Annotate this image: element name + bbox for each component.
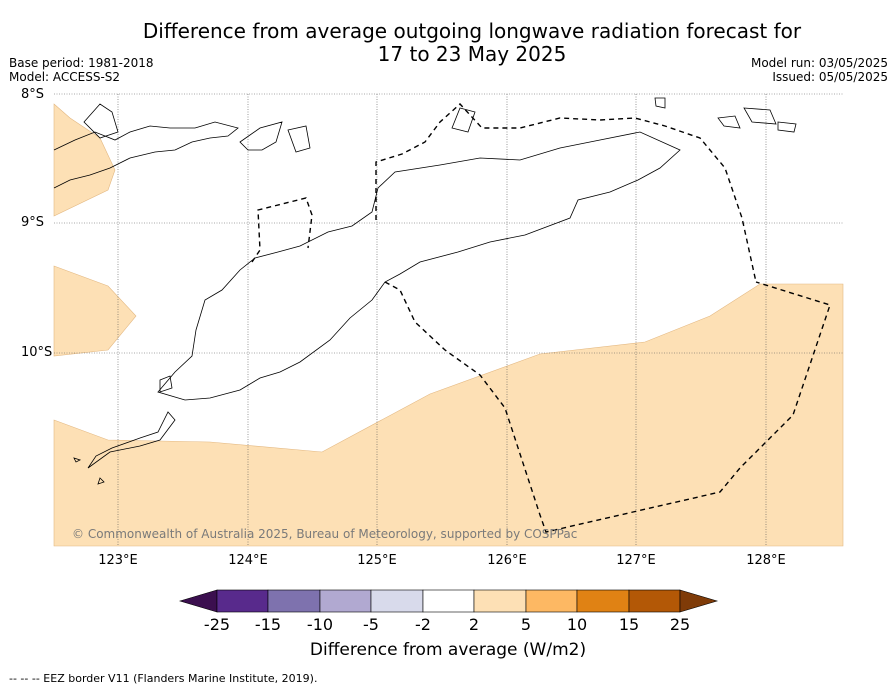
colorbar-tick-4: -5 — [363, 615, 379, 634]
colorbar-tick-5: -2 — [415, 615, 431, 634]
lon-label-126e: 126°E — [487, 553, 527, 568]
map-title: Difference from average outgoing longwav… — [0, 20, 896, 66]
lat-label-10s: 10°S — [21, 345, 53, 360]
colorbar-tick-10: 25 — [669, 615, 691, 634]
rote-island — [159, 375, 173, 393]
base-period-text: Base period: 1981-2018 — [9, 56, 154, 70]
lat-label-8s: 8°S — [21, 87, 45, 102]
anomaly-region-south — [53, 283, 844, 547]
colorbar-swatch-2 — [267, 589, 321, 613]
lon-label-125e: 125°E — [357, 553, 397, 568]
flores-coastline — [53, 121, 239, 189]
sumba-coastline — [73, 411, 176, 485]
eez-footnote: -- -- -- EEZ border V11 (Flanders Marine… — [9, 672, 318, 685]
eez-border-west-box — [251, 197, 313, 263]
colorbar-tick-3: -10 — [306, 615, 334, 634]
colorbar-swatch-9 — [628, 589, 681, 613]
colorbar-tick-8: 10 — [566, 615, 588, 634]
title-line-2: 17 to 23 May 2025 — [377, 42, 567, 66]
anomaly-region-left-middle — [53, 265, 137, 357]
title-line-1: Difference from average outgoing longwav… — [142, 19, 802, 43]
colorbar-swatch-3 — [319, 589, 372, 613]
eez-border-timor-leste — [384, 281, 831, 533]
colorbar-extend-low — [178, 589, 218, 613]
colorbar-tick-1: -25 — [203, 615, 231, 634]
colorbar-tick-2: -15 — [254, 615, 282, 634]
anomaly-region-left-top — [53, 103, 116, 217]
lon-label-124e: 124°E — [228, 553, 268, 568]
small-islands-north — [83, 97, 797, 153]
colorbar — [178, 589, 719, 613]
issued-text: Issued: 05/05/2025 — [772, 70, 888, 84]
lat-lon-grid — [54, 93, 843, 546]
colorbar-extend-high — [679, 589, 719, 613]
colorbar-tick-9: 15 — [618, 615, 640, 634]
lon-label-127e: 127°E — [616, 553, 656, 568]
colorbar-swatch-4 — [370, 589, 424, 613]
colorbar-swatch-6 — [473, 589, 527, 613]
meta-left: Base period: 1981-2018 Model: ACCESS-S2 — [9, 56, 154, 84]
copyright-text: © Commonwealth of Australia 2025, Bureau… — [72, 527, 578, 541]
lat-label-9s: 9°S — [21, 215, 45, 230]
model-text: Model: ACCESS-S2 — [9, 70, 121, 84]
colorbar-tick-7: 5 — [520, 615, 532, 634]
eez-borders — [251, 103, 831, 533]
colorbar-tick-6: 2 — [468, 615, 480, 634]
meta-right: Model run: 03/05/2025 Issued: 05/05/2025 — [751, 56, 888, 84]
eez-border-north — [375, 103, 757, 283]
model-run-text: Model run: 03/05/2025 — [750, 56, 888, 70]
anomaly-regions — [53, 103, 844, 547]
colorbar-swatch-7 — [525, 589, 578, 613]
colorbar-swatch-5 — [422, 589, 475, 613]
colorbar-swatch-1 — [216, 589, 269, 613]
colorbar-label: Difference from average (W/m2) — [309, 640, 587, 660]
colorbar-swatch-8 — [576, 589, 630, 613]
lon-label-128e: 128°E — [746, 553, 786, 568]
lon-label-123e: 123°E — [98, 553, 138, 568]
